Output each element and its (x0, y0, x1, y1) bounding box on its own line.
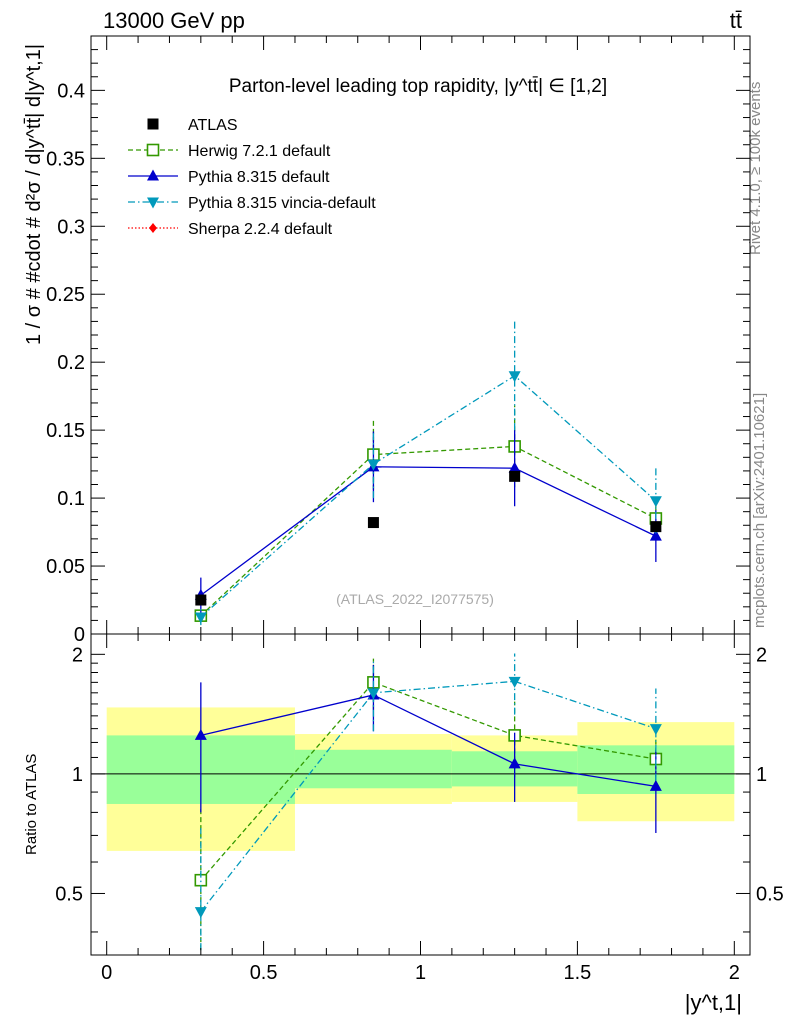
ratio-tick-label-left: 1 (72, 764, 83, 786)
legend-marker (149, 223, 157, 233)
legend-label: Pythia 8.315 default (188, 169, 330, 186)
data-point (367, 459, 380, 471)
legend-label: Herwig 7.2.1 default (188, 143, 331, 160)
ratio-tick-label-right: 1 (756, 764, 767, 786)
legend-marker (147, 169, 159, 181)
legend-item: Sherpa 2.2.4 default (128, 221, 333, 238)
stat-uncertainty-band (294, 749, 452, 789)
ratio-line (200, 680, 657, 913)
y-tick-label: 0.15 (46, 420, 85, 442)
data-point (508, 461, 521, 473)
y-tick-label: 0.05 (46, 556, 85, 578)
ratio-tick-label-right: 2 (756, 644, 767, 666)
series-line (200, 374, 657, 618)
x-tick-label: 0.5 (250, 962, 278, 984)
ratio-series-pythia-8-315-vincia-default (194, 653, 662, 951)
analysis-watermark: (ATLAS_2022_I2077575) (336, 591, 494, 607)
x-tick-label: 1 (415, 962, 426, 984)
legend: ATLAS Herwig 7.2.1 default Pythia 8.315 de… (128, 117, 376, 238)
chart-title: Parton-level leading top rapidity, |y^tt… (229, 76, 607, 97)
series-line (200, 466, 657, 596)
series-atlas (195, 470, 662, 606)
ratio-line (200, 694, 656, 788)
ratio-point (508, 676, 521, 688)
legend-item: ATLAS (147, 117, 238, 134)
legend-label: Sherpa 2.2.4 default (188, 221, 333, 238)
legend-marker (147, 118, 159, 130)
x-axis-title: |y^t,1| (685, 990, 742, 1015)
ratio-tick-label-right: 0.5 (756, 883, 784, 905)
y-tick-label: 0 (74, 624, 85, 646)
main-axis-ticks: 0 0.05 0.1 0.15 0.2 0.25 0.3 0.35 0.4 (46, 36, 750, 646)
header-collision-label: 13000 GeV pp (103, 8, 245, 33)
ratio-point (194, 907, 207, 919)
data-point (194, 612, 207, 624)
ratio-point (508, 757, 521, 769)
legend-marker (146, 143, 160, 157)
ratio-series-pythia-8-315-default (194, 664, 662, 833)
ratio-tick-label-left: 0.5 (55, 883, 83, 905)
y-tick-label: 0.4 (57, 80, 85, 102)
main-series-layer (194, 321, 663, 626)
ratio-point (649, 779, 662, 791)
data-point (649, 496, 662, 508)
x-tick-label: 1.5 (563, 962, 591, 984)
legend-label: ATLAS (188, 117, 238, 134)
series-pythia-8-315-default (194, 430, 662, 613)
header-process-label: tt̄ (730, 8, 742, 33)
x-tick-label: 0 (101, 962, 112, 984)
data-point (508, 371, 521, 383)
series-line (200, 445, 657, 617)
y-tick-label: 0.35 (46, 148, 85, 170)
ratio-series-layer (194, 653, 663, 951)
ratio-point (367, 688, 380, 700)
legend-item: Pythia 8.315 vincia-default (128, 195, 376, 212)
y-tick-label: 0.1 (57, 488, 85, 510)
ratio-tick-label-left: 2 (72, 644, 83, 666)
atlas-point (367, 517, 379, 529)
y-tick-label: 0.3 (57, 216, 85, 238)
y-tick-label: 0.2 (57, 352, 85, 374)
ratio-point (649, 724, 662, 736)
legend-marker (147, 197, 159, 209)
ratio-bands-layer (91, 707, 750, 851)
ratio-y-axis-title: Ratio to ATLAS (23, 754, 40, 855)
main-panel: Parton-level leading top rapidity, |y^tt… (46, 35, 751, 646)
atlas-point (195, 594, 207, 606)
atlas-point (650, 521, 662, 533)
data-point (649, 529, 662, 541)
ratio-line (200, 681, 656, 881)
y-tick-label: 0.25 (46, 284, 85, 306)
legend-label: Pythia 8.315 vincia-default (188, 195, 376, 212)
series-pythia-8-315-vincia-default (194, 321, 662, 626)
legend-item: Herwig 7.2.1 default (128, 143, 331, 160)
ratio-panel: 0.5 0.5 1 1 2 2 0 0.5 1 1.5 2 (55, 633, 784, 984)
legend-item: Pythia 8.315 default (128, 169, 330, 186)
source-label: mcplots.cern.ch [arXiv:2401.10621] (751, 393, 768, 628)
main-y-axis-title: 1 / σ # #cdot # d²σ / d|y^tt̄| d|y^t,1| (23, 44, 45, 345)
atlas-point (509, 470, 521, 482)
x-tick-label: 2 (729, 962, 740, 984)
ratio-point (194, 728, 207, 740)
rivet-version-label: Rivet 4.1.0, ≥ 100k events (747, 82, 764, 255)
ratio-axis-ticks: 0.5 0.5 1 1 2 2 0 0.5 1 1.5 2 (55, 634, 784, 984)
